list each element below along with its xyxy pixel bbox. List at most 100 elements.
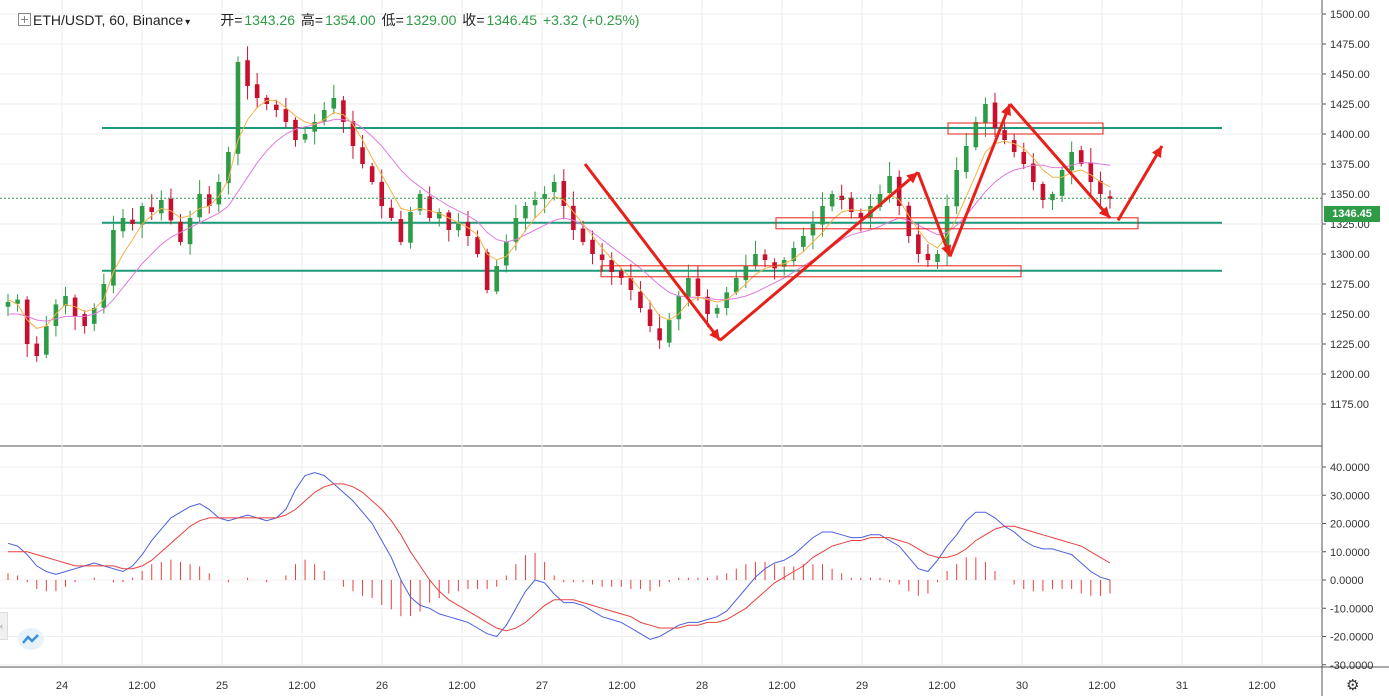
trend-arrow [1116,145,1164,222]
last-price-tag: 1346.45 [1324,206,1380,222]
candle-body [53,304,59,327]
candle-body [389,207,394,218]
candle-body [1098,180,1103,194]
candle-body [321,110,327,122]
candle-body [638,291,643,308]
candle-body [120,218,126,232]
macd-tick-label: 10.0000 [1330,547,1370,559]
candle-body [532,200,538,206]
candle-body [216,182,222,205]
macd-tick-label: 20.0000 [1330,519,1370,531]
candle-body [829,194,835,207]
candle-body [5,302,11,307]
candle-body [676,296,682,320]
candle-body [341,100,346,122]
symbol-title[interactable]: ETH/USDT, 60, Binance [33,12,184,28]
annotation-box [775,217,1139,230]
low-label: 低= [381,12,404,28]
candle-body [753,254,758,266]
candle-body [206,194,212,206]
collapse-tab[interactable]: ‹ [0,612,8,640]
candle-body [801,236,806,247]
trend-arrow-head [1152,146,1162,158]
candle-body [187,218,193,245]
y-tick-label: 1425.00 [1330,99,1370,111]
macd-dea-line [8,483,1111,632]
y-tick-label: 1500.00 [1330,9,1370,21]
gear-icon[interactable]: ⚙ [1346,677,1360,694]
y-tick-label: 1225.00 [1330,339,1370,351]
candle-body [44,326,49,355]
candle-body [657,328,662,341]
candle-body [1069,152,1074,171]
candle-body [475,237,480,254]
x-tick-label: 24 [56,680,68,692]
x-tick-label: 12:00 [608,680,636,692]
x-tick-label: 30 [1016,680,1028,692]
trend-arrow [1008,103,1112,219]
candle-body [465,221,471,236]
candle-body [743,266,749,281]
candle-body [963,146,969,172]
y-tick-label: 1250.00 [1330,309,1370,321]
open-value: 1343.26 [244,12,295,28]
candle-body [954,170,959,207]
candle-body [302,134,308,140]
candle-body [1107,196,1113,199]
candle-body [983,104,988,123]
candle-body [398,219,404,242]
candle-body [63,296,68,307]
y-tick-label: 1450.00 [1330,69,1370,81]
trend-arrow-head [1098,206,1110,218]
open-label: 开= [220,12,243,28]
candle-body [1002,130,1007,140]
macd-tick-label: 0.0000 [1330,575,1364,587]
x-tick-label: 12:00 [448,680,476,692]
candle-body [130,219,135,224]
candle-body [159,200,164,214]
candle-body [408,212,413,243]
x-tick-label: 12:00 [768,680,796,692]
candle-body [1021,151,1027,164]
candle-body [724,292,729,309]
x-tick-label: 27 [536,680,548,692]
trend-arrow-head [906,172,918,184]
tradingview-logo-icon [18,628,44,650]
candle-body [810,224,816,236]
macd-tick-label: -10.0000 [1330,603,1373,615]
candle-body [762,254,768,260]
candle-body [226,152,231,184]
candle-body [91,308,97,324]
close-value: 1346.45 [486,12,538,28]
low-value: 1329.00 [405,12,457,28]
candle-body [1059,170,1065,196]
candle-body [245,60,250,86]
candle-body [369,166,375,182]
candle-body [848,197,854,212]
candle-body [34,343,40,356]
candle-body [1088,162,1094,182]
candle-body [590,239,595,254]
trend-arrow-head [709,328,720,341]
candle-body [695,278,701,296]
x-tick-label: 12:00 [128,680,156,692]
candle-body [24,299,30,344]
trend-arrow [948,103,1012,257]
x-tick-label: 31 [1176,680,1188,692]
chevron-down-icon[interactable]: ▾ [185,17,191,28]
annotation-box [600,265,1022,278]
candle-body [1031,163,1036,182]
candle-body [877,194,883,208]
macd-dif-line [7,472,1111,640]
candle-body [1050,194,1055,201]
candle-body [992,102,998,128]
candle-body [360,147,365,164]
macd-tick-label: -20.0000 [1330,632,1373,644]
candle-body [254,84,260,98]
plus-icon[interactable] [18,13,31,26]
candle-body [149,207,155,212]
x-tick-label: 12:00 [1088,680,1116,692]
candle-body [446,212,452,230]
candle-body [484,252,490,290]
